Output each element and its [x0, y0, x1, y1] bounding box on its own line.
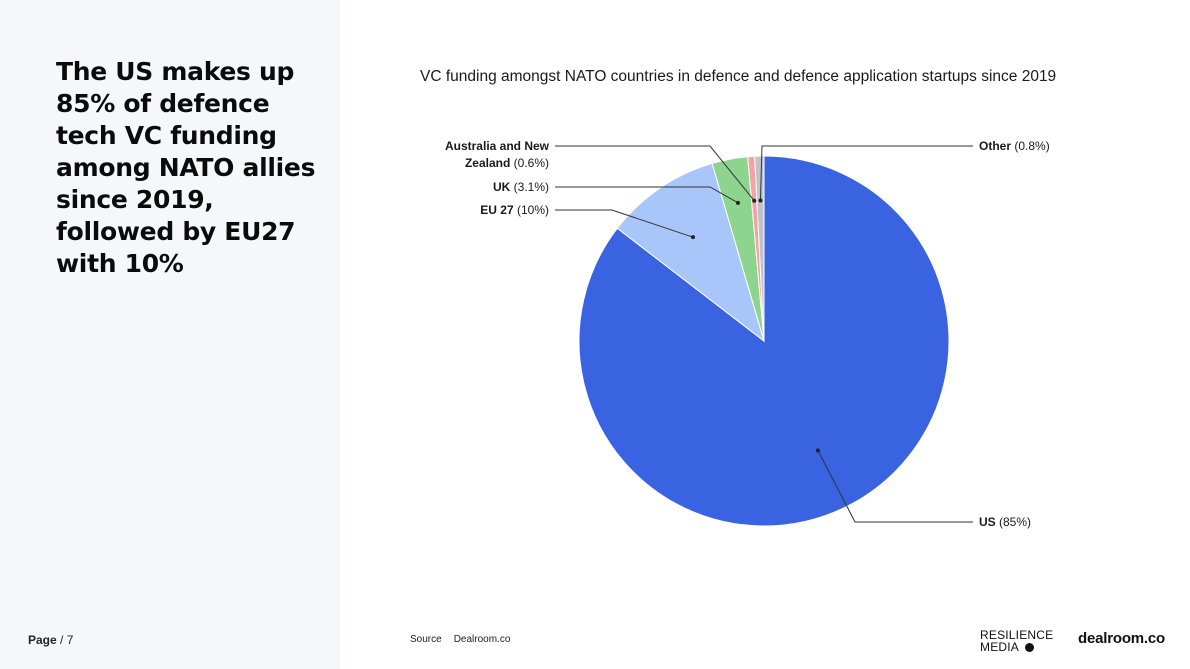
leader-dot-uk: [735, 200, 740, 205]
resilience-media-logo: RESILIENCE MEDIA: [980, 629, 1053, 653]
leader-dot-australia-and-new-zealand: [752, 198, 757, 203]
label-us: US (85%): [979, 514, 1031, 531]
label-uk-value: (3.1%): [513, 180, 549, 194]
source-note: Source Dealroom.co: [410, 634, 510, 645]
dealroom-logo: dealroom.co: [1078, 630, 1165, 647]
leader-dot-us: [815, 448, 820, 453]
pie-slice-eu-27: [616, 162, 765, 343]
label-eu27-name: EU 27: [480, 203, 514, 217]
label-eu27: EU 27 (10%): [480, 202, 549, 219]
headline: The US makes up 85% of defence tech VC f…: [56, 57, 316, 278]
page-label: Page: [28, 633, 57, 647]
left-panel: [0, 0, 340, 669]
resilience-logo-line2: MEDIA: [980, 640, 1020, 654]
logo-dot-icon: [1025, 643, 1035, 652]
label-us-name: US: [979, 515, 996, 529]
source-label: Source: [410, 634, 442, 645]
leader-line-us: [817, 450, 973, 523]
label-anz-value: (0.6%): [513, 156, 549, 170]
leader-line-uk: [555, 186, 739, 204]
leader-dot-other: [758, 198, 763, 203]
resilience-logo-line1: RESILIENCE: [980, 628, 1054, 642]
label-uk-name: UK: [492, 180, 511, 194]
page-indicator: Page / 7: [28, 633, 73, 647]
label-other-value: (0.8%): [1014, 139, 1050, 153]
label-anz: Australia and New Zealand (0.6%): [445, 138, 549, 172]
page-number: / 7: [60, 633, 74, 647]
leader-line-other: [759, 145, 973, 201]
source-value: Dealroom.co: [453, 634, 511, 645]
label-anz-name-2: Zealand: [464, 156, 511, 170]
chart-title: VC funding amongst NATO countries in def…: [420, 68, 1057, 85]
label-us-value: (85%): [999, 515, 1032, 529]
label-eu27-value: (10%): [516, 203, 549, 217]
label-other: Other (0.8%): [979, 138, 1050, 155]
leader-line-australia-and-new-zealand: [555, 145, 755, 202]
leader-dot-eu-27: [690, 235, 695, 240]
leader-line-eu-27: [555, 209, 694, 238]
label-uk: UK (3.1%): [493, 179, 549, 196]
pie-slice-other: [754, 155, 765, 342]
label-anz-name-1: Australia and New: [444, 139, 549, 153]
label-other-name: Other: [979, 139, 1012, 153]
